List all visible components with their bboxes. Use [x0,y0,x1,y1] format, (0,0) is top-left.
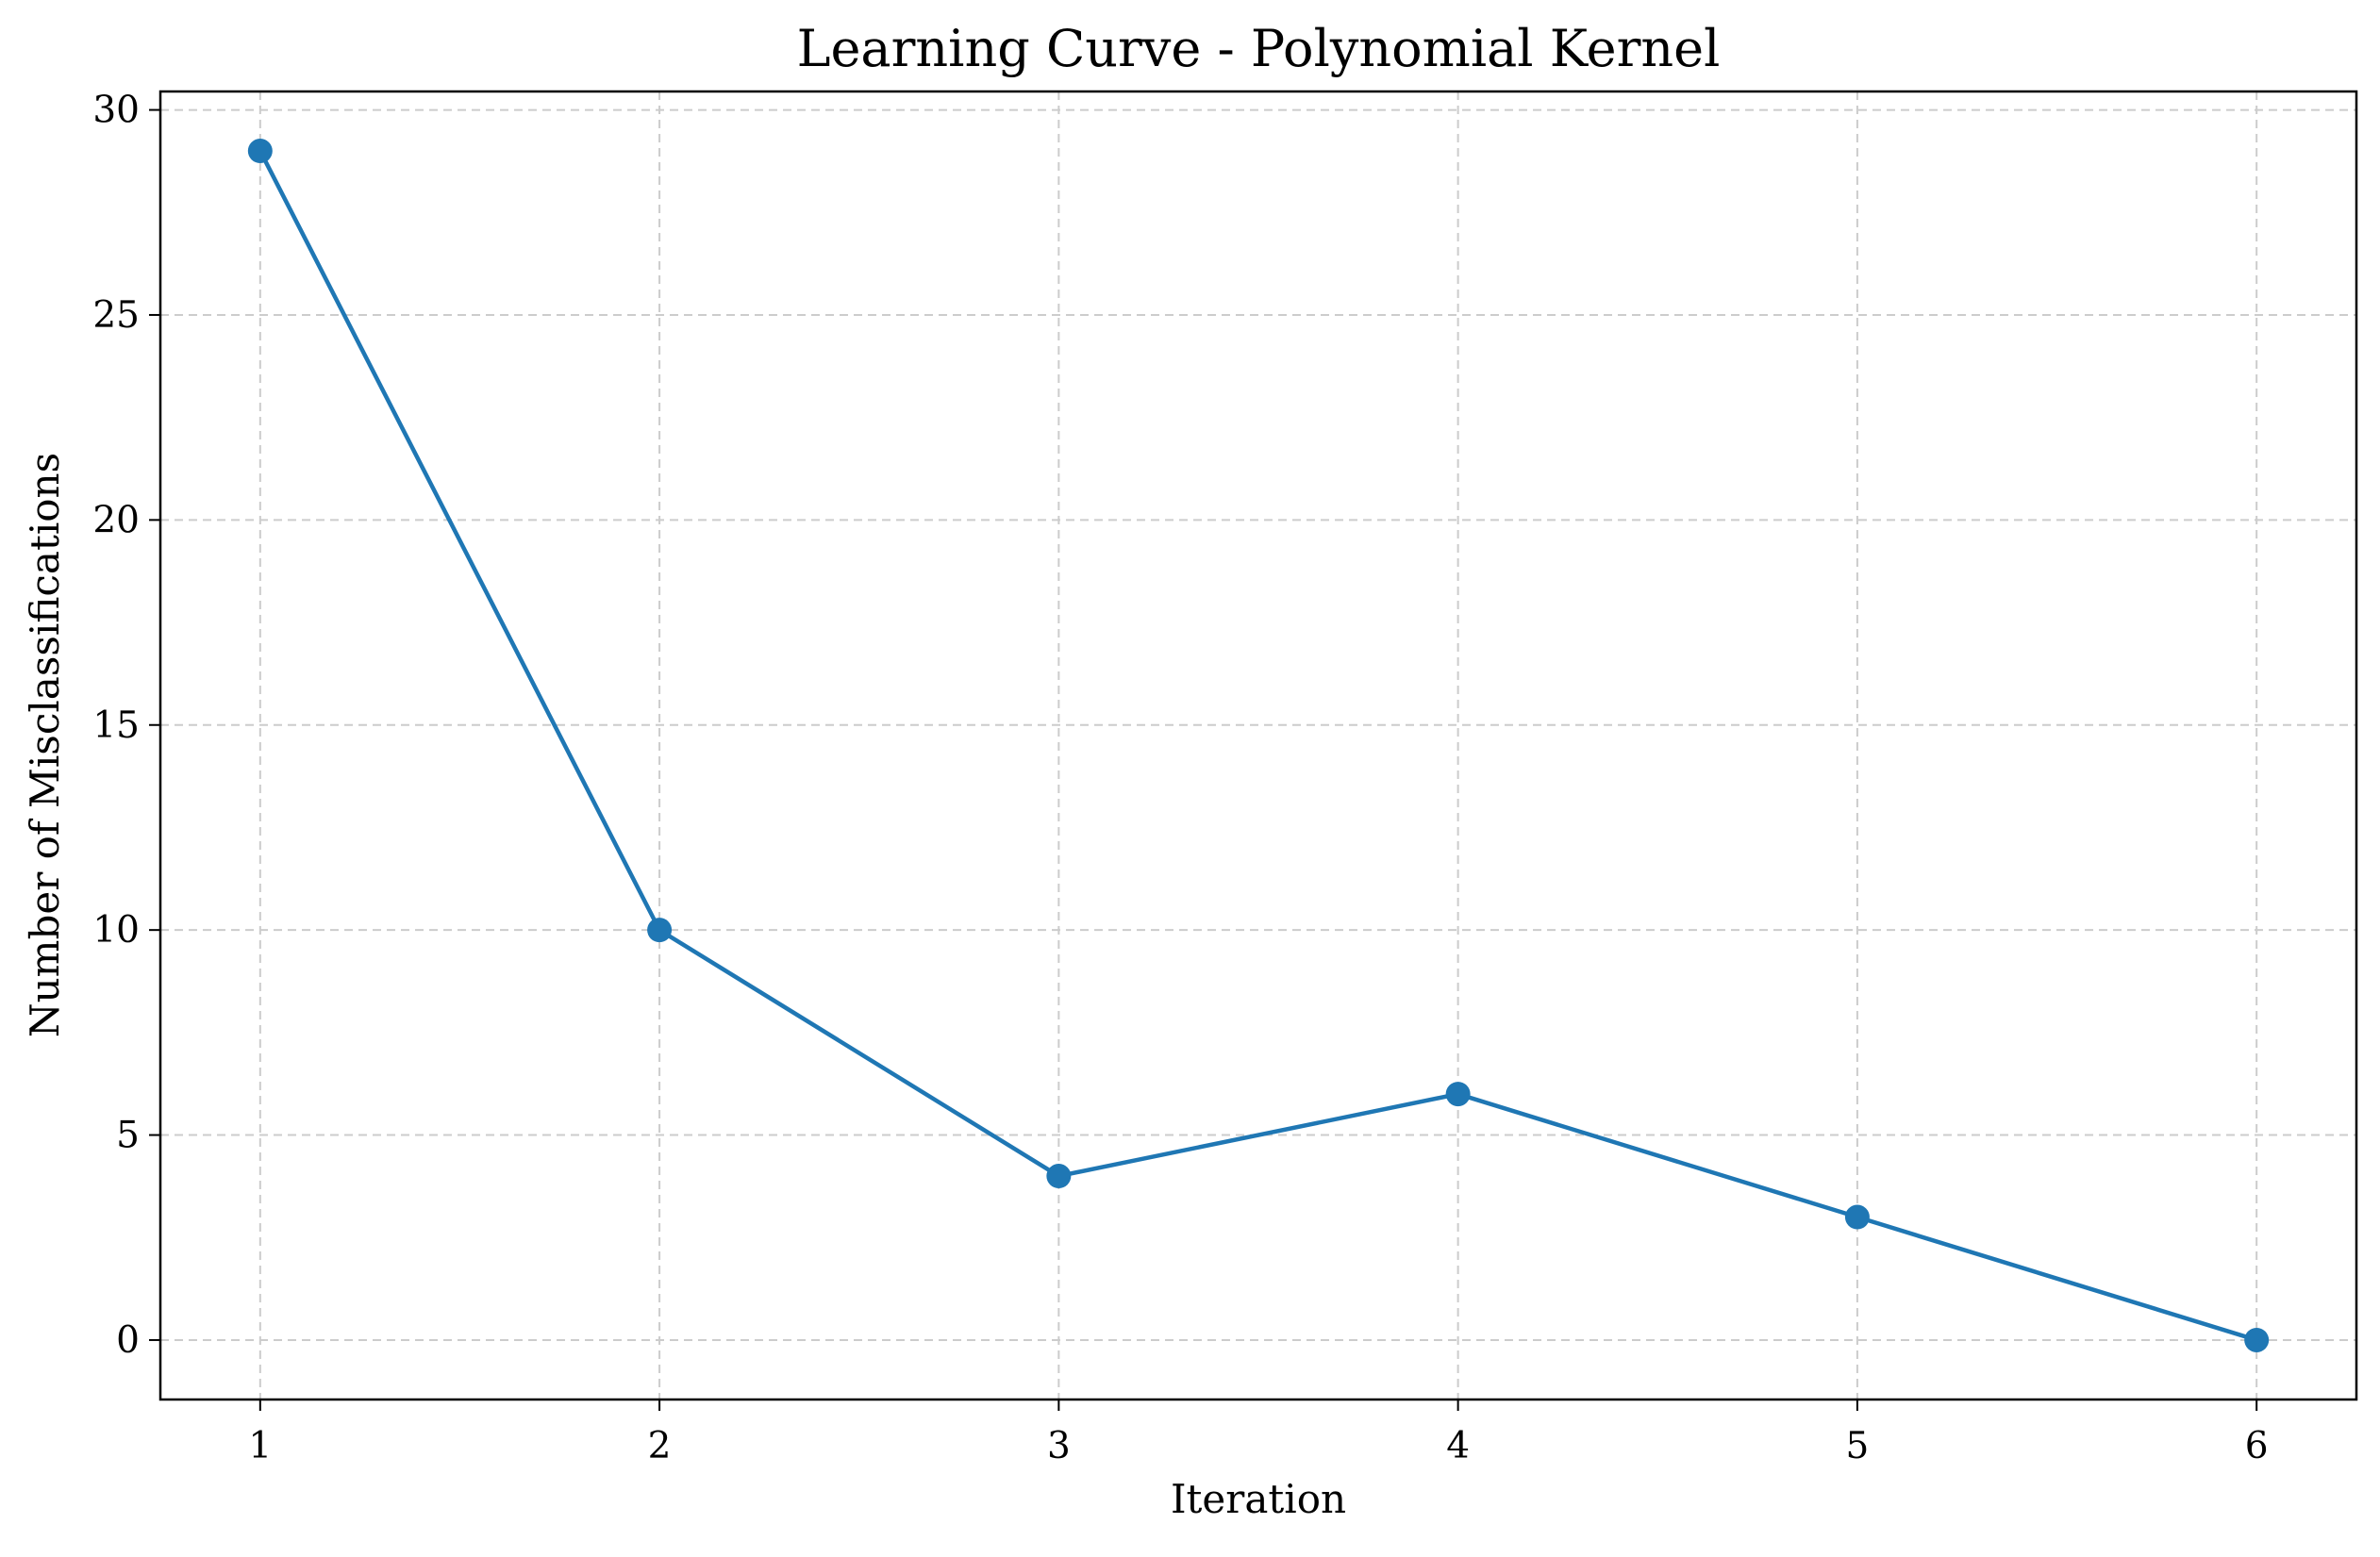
series-line [258,150,2257,1343]
x-tick-label: 4 [1446,1425,1470,1467]
data-point-marker [1445,1082,1471,1107]
x-tick-label: 5 [1845,1425,1869,1467]
ticks-layer: 1 2 3 4 5 6 0 5 10 15 20 25 30 [92,90,2268,1467]
x-tick-label: 2 [648,1425,672,1467]
data-point-marker [247,139,273,164]
y-axis-label: Number of Misclassifications [22,453,68,1037]
data-point-marker [1844,1204,1870,1230]
y-tick-label: 0 [116,1319,140,1362]
plot-frame [158,90,2358,1401]
x-tick-label: 1 [248,1425,272,1467]
data-point-marker [2244,1327,2270,1352]
grid-layer [160,91,2356,1400]
y-tick-label: 25 [92,294,140,337]
data-point-marker [1046,1164,1072,1189]
y-tick-label: 30 [92,90,140,132]
y-tick-label: 5 [116,1115,140,1157]
data-point-marker [647,918,673,943]
chart-title: Learning Curve - Polynomial Kernel [797,19,1721,78]
y-tick-label: 10 [92,909,140,952]
x-axis-label: Iteration [1171,1476,1346,1522]
x-tick-label: 6 [2245,1425,2269,1467]
x-tick-label: 3 [1047,1425,1071,1467]
y-tick-label: 15 [92,704,140,747]
y-tick-label: 20 [92,499,140,541]
series-layer [247,139,2270,1352]
